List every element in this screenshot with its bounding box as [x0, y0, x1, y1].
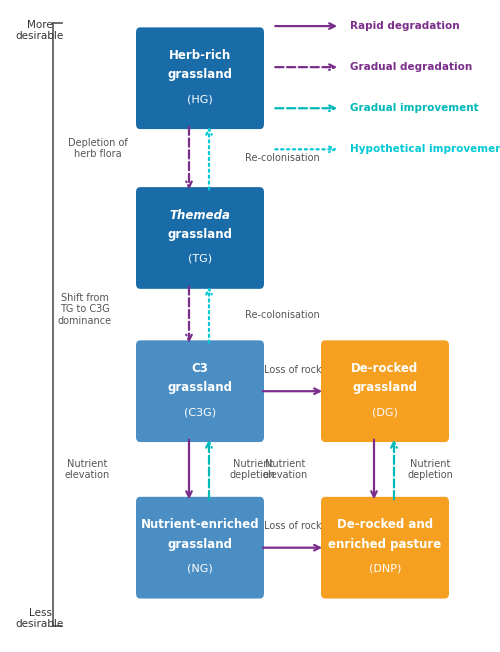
Text: Loss of rock: Loss of rock — [264, 365, 322, 375]
Text: enriched pasture: enriched pasture — [328, 538, 442, 551]
Text: grassland: grassland — [168, 381, 232, 394]
Text: (HG): (HG) — [187, 94, 213, 104]
Text: C3: C3 — [192, 362, 208, 375]
FancyBboxPatch shape — [136, 27, 264, 129]
FancyBboxPatch shape — [321, 497, 449, 599]
Text: Nutrient-enriched: Nutrient-enriched — [140, 518, 260, 531]
Text: (DG): (DG) — [372, 407, 398, 417]
Text: Shift from
TG to C3G
dominance: Shift from TG to C3G dominance — [58, 293, 112, 326]
Text: De-rocked: De-rocked — [352, 362, 418, 375]
Text: grassland: grassland — [168, 228, 232, 241]
Text: (NG): (NG) — [187, 563, 213, 574]
Text: Gradual degradation: Gradual degradation — [350, 62, 472, 72]
Text: Herb-rich: Herb-rich — [169, 49, 231, 62]
FancyBboxPatch shape — [136, 340, 264, 442]
Text: De-rocked and: De-rocked and — [337, 518, 433, 531]
Text: grassland: grassland — [168, 538, 232, 551]
FancyBboxPatch shape — [136, 187, 264, 289]
Text: Depletion of
herb flora: Depletion of herb flora — [68, 138, 128, 159]
Text: Hypothetical improvement: Hypothetical improvement — [350, 144, 500, 155]
Text: Re-colonisation: Re-colonisation — [245, 310, 320, 319]
Text: (TG): (TG) — [188, 254, 212, 264]
Text: (C3G): (C3G) — [184, 407, 216, 417]
Text: Less
desirable: Less desirable — [16, 608, 64, 629]
Text: Gradual improvement: Gradual improvement — [350, 103, 478, 113]
Text: Rapid degradation: Rapid degradation — [350, 21, 460, 31]
Text: Re-colonisation: Re-colonisation — [245, 153, 320, 163]
Text: grassland: grassland — [352, 381, 418, 394]
FancyBboxPatch shape — [136, 497, 264, 599]
Text: grassland: grassland — [168, 68, 232, 82]
Text: Nutrient
depletion: Nutrient depletion — [408, 458, 454, 481]
Text: Nutrient
elevation: Nutrient elevation — [262, 458, 308, 481]
Text: More
desirable: More desirable — [16, 20, 64, 41]
FancyBboxPatch shape — [321, 340, 449, 442]
Text: Loss of rock: Loss of rock — [264, 522, 322, 531]
Text: Themeda: Themeda — [170, 209, 230, 222]
Text: Nutrient
depletion: Nutrient depletion — [230, 458, 276, 481]
Text: (DNP): (DNP) — [369, 563, 401, 574]
Text: Nutrient
elevation: Nutrient elevation — [65, 458, 110, 481]
